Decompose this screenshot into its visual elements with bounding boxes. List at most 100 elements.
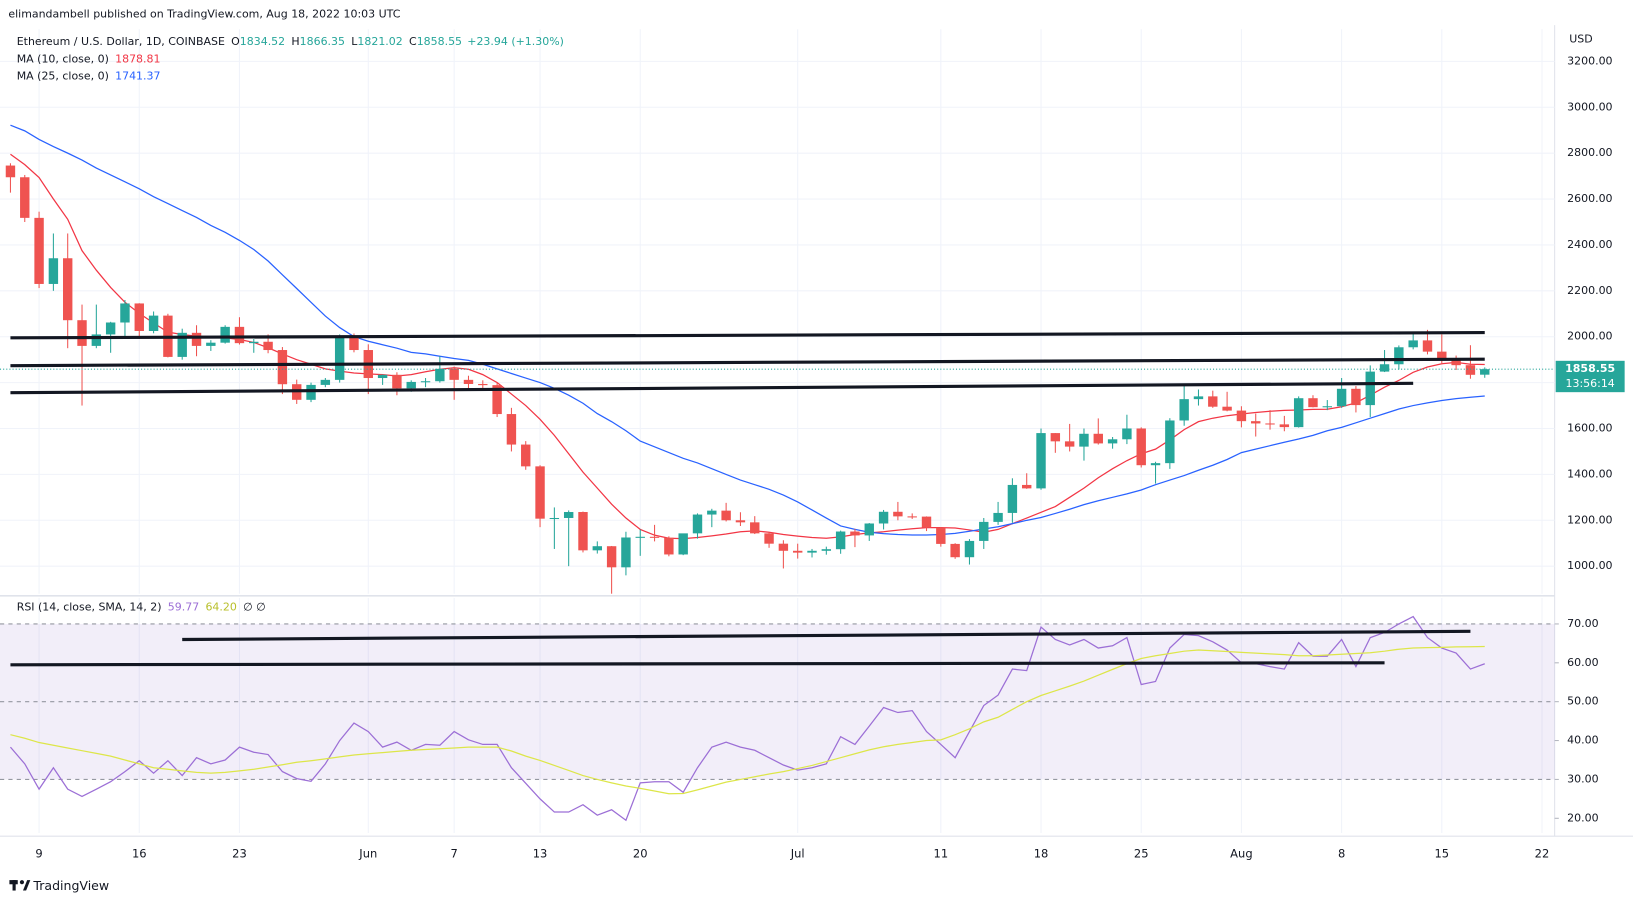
y-tick-label: 1200.00 — [1567, 513, 1612, 526]
candle-body — [263, 341, 273, 351]
candle-body — [821, 549, 832, 551]
x-tick-label: 22 — [1535, 846, 1550, 860]
candle-body — [764, 533, 774, 544]
candle-body — [63, 258, 73, 321]
candle-body — [1379, 364, 1390, 372]
x-tick-label: 15 — [1434, 846, 1449, 860]
countdown: 13:56:14 — [1566, 377, 1615, 390]
y-tick-label: 1600.00 — [1567, 421, 1612, 434]
candle-body — [492, 385, 502, 415]
candle-body — [1293, 398, 1304, 428]
candle-body — [177, 332, 187, 357]
x-tick-label: 13 — [533, 846, 548, 860]
candle-body — [735, 520, 746, 523]
candle-body — [1437, 351, 1447, 360]
y-tick-label: 1400.00 — [1567, 467, 1612, 480]
legend: MA (10, close, 0) 1878.81 — [17, 53, 161, 66]
candle-body — [1322, 406, 1332, 408]
candle-body — [1365, 371, 1375, 406]
candle-body — [1093, 433, 1103, 444]
candle-body — [1150, 463, 1161, 466]
candle-body — [878, 511, 889, 524]
candle-body — [1308, 398, 1318, 408]
trend-line — [10, 331, 1485, 340]
legend-value: 1878.81 — [115, 53, 160, 66]
candle-body — [1036, 433, 1046, 489]
candle-body — [277, 350, 288, 385]
legend: MA (25, close, 0) 1741.37 — [17, 69, 161, 82]
y-tick-label: 2200.00 — [1567, 284, 1612, 297]
candle-body — [1265, 423, 1275, 425]
candle-body — [1136, 428, 1146, 466]
trend-line — [10, 357, 1485, 368]
candle-body — [1193, 396, 1204, 400]
y-tick-label: 2000.00 — [1567, 330, 1612, 343]
logo-part — [12, 880, 16, 891]
y-tick-label: 30.00 — [1567, 772, 1598, 785]
candle-body — [506, 414, 517, 445]
candle-body — [750, 522, 760, 534]
candle-body — [91, 334, 102, 346]
candle-body — [893, 511, 903, 517]
candle-body — [1408, 340, 1418, 348]
legend-value: 64.20 — [205, 600, 236, 613]
candle-body — [206, 342, 216, 346]
legend-value: 1741.37 — [115, 69, 160, 82]
axis-label: USD — [1569, 33, 1592, 46]
candle-body — [306, 384, 316, 400]
y-tick-label: 20.00 — [1567, 811, 1598, 824]
x-tick-label: 20 — [633, 846, 648, 860]
legend-value: 1821.02 — [357, 35, 402, 48]
candle-body — [1050, 433, 1061, 442]
candle-body — [406, 381, 416, 389]
candle-body — [950, 543, 960, 558]
x-tick-label: Jun — [358, 846, 377, 860]
candle-body — [148, 315, 159, 331]
candle-body — [578, 512, 588, 551]
candle-body — [678, 533, 688, 555]
last-price: 1858.55 — [1565, 362, 1615, 375]
candle-body — [1208, 396, 1218, 407]
candle-body — [377, 374, 388, 379]
y-tick-label: 1000.00 — [1567, 559, 1612, 572]
candle-body — [807, 550, 817, 553]
legend-value: 1858.55 — [417, 35, 462, 48]
candle-body — [563, 512, 574, 518]
legend-label: H — [291, 35, 299, 48]
line-series — [10, 645, 1485, 795]
candle-body — [778, 543, 789, 551]
candle-body — [635, 536, 645, 538]
legend-label: O — [231, 35, 240, 48]
y-tick-label: 70.00 — [1567, 617, 1598, 630]
candle-body — [606, 546, 617, 568]
candle-body — [1480, 369, 1490, 375]
candle-body — [48, 258, 59, 284]
candle-body — [1394, 347, 1404, 365]
x-tick-label: Jul — [790, 846, 805, 860]
y-tick-label: 60.00 — [1567, 656, 1598, 669]
candle-body — [1107, 439, 1118, 444]
legend-name: Ethereum / U.S. Dollar, 1D, COINBASE — [17, 35, 225, 48]
candle-body — [1179, 399, 1189, 421]
candle-body — [964, 540, 975, 558]
candle-body — [349, 337, 359, 351]
trend-line — [10, 381, 1414, 395]
candle-body — [5, 165, 16, 178]
legend-value: 1834.52 — [240, 35, 285, 48]
candle-body — [249, 341, 259, 344]
candle-body — [864, 523, 874, 536]
x-tick-label: 9 — [35, 846, 42, 860]
logo — [9, 880, 31, 891]
candle-body — [1465, 365, 1476, 375]
candle-body — [721, 510, 731, 521]
x-tick-label: 11 — [934, 846, 949, 860]
y-tick-label: 2400.00 — [1567, 238, 1612, 251]
candle-body — [707, 510, 717, 515]
candle-body — [392, 374, 402, 389]
candle-body — [549, 517, 560, 520]
legend-value: 1866.35 — [300, 35, 345, 48]
candle-body — [1222, 406, 1232, 411]
logo-part — [22, 880, 31, 891]
